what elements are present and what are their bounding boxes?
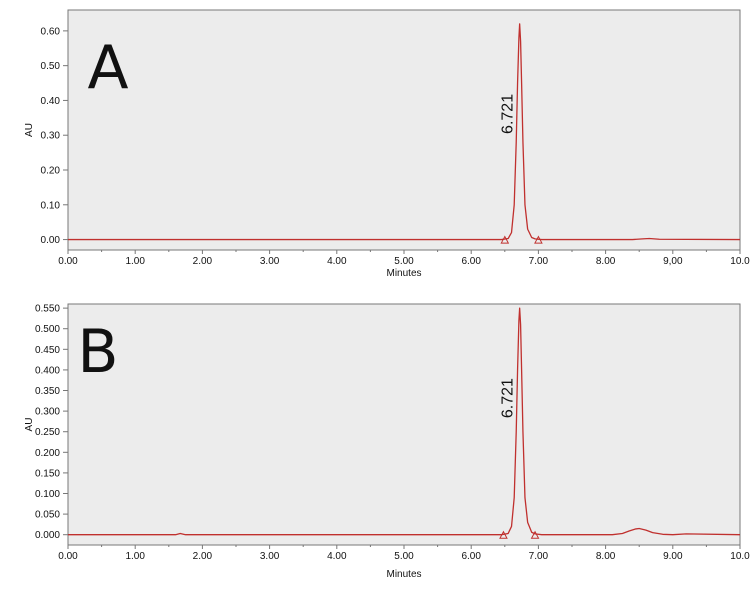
integration-markers-a bbox=[500, 235, 543, 244]
x-tick-label: 8.00 bbox=[596, 256, 616, 267]
panel-letter-a: A bbox=[87, 33, 128, 103]
y-tick-label: 0.50 bbox=[41, 61, 61, 72]
x-tick-label: 2.00 bbox=[193, 551, 213, 562]
x-tick-label: 6.00 bbox=[461, 551, 481, 562]
chromatogram-panel-b: 0.000 0.050 0.100 0.150 0.200 0.250 0.300 0.350… bbox=[24, 303, 750, 580]
plot-area-a bbox=[67, 9, 741, 251]
x-tick-label: 4.00 bbox=[327, 551, 347, 562]
y-tick-label: 0.050 bbox=[35, 510, 60, 521]
y-tick-label: 0.000 bbox=[35, 530, 60, 541]
y-tick-label: 0.350 bbox=[35, 386, 60, 397]
integration-marker bbox=[534, 235, 543, 244]
y-tick-label: 0.20 bbox=[41, 166, 61, 177]
y-tick-label: 0.200 bbox=[35, 448, 60, 459]
integration-marker bbox=[530, 530, 540, 539]
trace-line-a bbox=[68, 23, 741, 241]
y-tick-label: 0.30 bbox=[41, 131, 61, 142]
y-tick-label: 0.250 bbox=[35, 427, 60, 438]
y-tick-label: 0.00 bbox=[41, 235, 61, 246]
y-tick-label: 0.60 bbox=[41, 26, 61, 37]
x-axis-label-b: Minutes bbox=[386, 569, 421, 580]
x-tick-label: 8.00 bbox=[596, 551, 616, 562]
y-tick-label: 0.10 bbox=[41, 200, 61, 211]
x-tick-label: 6.00 bbox=[461, 256, 481, 267]
x-tick-label: 10.0 bbox=[730, 551, 750, 562]
x-tick-label: 3.00 bbox=[260, 256, 280, 267]
y-axis-label-b: AU bbox=[24, 418, 35, 432]
x-tick-label: 1.00 bbox=[125, 551, 145, 562]
y-tick-label: 0.40 bbox=[41, 96, 61, 107]
y-tick-label: 0.400 bbox=[35, 365, 60, 376]
trace-line-b bbox=[68, 307, 741, 536]
plot-area-b bbox=[67, 303, 741, 546]
y-axis-a: 0.00 0.10 0.20 0.30 0.40 0.50 0.60 bbox=[41, 26, 68, 246]
x-tick-label: 0.00 bbox=[58, 256, 78, 267]
y-tick-label: 0.500 bbox=[35, 324, 60, 335]
x-tick-label: 7.00 bbox=[529, 256, 549, 267]
x-tick-label: 9.00 bbox=[663, 551, 683, 562]
x-axis-a: 0.00 1.00 2.00 3.00 4.00 5.00 6.00 7.00 8.00 9,00… bbox=[58, 250, 750, 267]
x-tick-label: 2.00 bbox=[193, 256, 213, 267]
y-tick-label: 0.300 bbox=[35, 407, 60, 418]
x-tick-label: 1.00 bbox=[125, 256, 145, 267]
integration-marker bbox=[499, 530, 508, 539]
chromatogram-panel-a: 0.00 0.10 0.20 0.30 0.40 0.50 0.60 0.00 1.00 2.0… bbox=[24, 9, 750, 279]
peak-label-b: 6.721 bbox=[500, 378, 517, 418]
y-axis-label-a: AU bbox=[24, 123, 35, 137]
x-tick-label: 9,00 bbox=[663, 256, 683, 267]
x-tick-label: 5.00 bbox=[394, 551, 414, 562]
x-tick-label: 3.00 bbox=[260, 551, 280, 562]
y-tick-label: 0.450 bbox=[35, 345, 60, 356]
y-tick-label: 0.150 bbox=[35, 468, 60, 479]
integration-marker bbox=[500, 235, 510, 244]
panel-letter-b: B bbox=[77, 317, 118, 387]
x-tick-label: 0.00 bbox=[58, 551, 78, 562]
y-axis-b: 0.000 0.050 0.100 0.150 0.200 0.250 0.300 0.350… bbox=[35, 304, 68, 541]
x-tick-label: 4.00 bbox=[327, 256, 347, 267]
y-tick-label: 0.100 bbox=[35, 489, 60, 500]
x-tick-label: 5.00 bbox=[394, 256, 414, 267]
x-tick-label: 10.0 bbox=[730, 256, 750, 267]
x-axis-b: 0.00 1.00 2.00 3.00 4.00 5.00 6.00 7.00 8.00 9.00… bbox=[58, 545, 750, 562]
x-axis-label-a: Minutes bbox=[386, 268, 421, 279]
x-tick-label: 7.00 bbox=[529, 551, 549, 562]
integration-markers-b bbox=[499, 530, 540, 539]
y-tick-label: 0.550 bbox=[35, 304, 60, 315]
peak-label-a: 6.721 bbox=[500, 94, 517, 134]
